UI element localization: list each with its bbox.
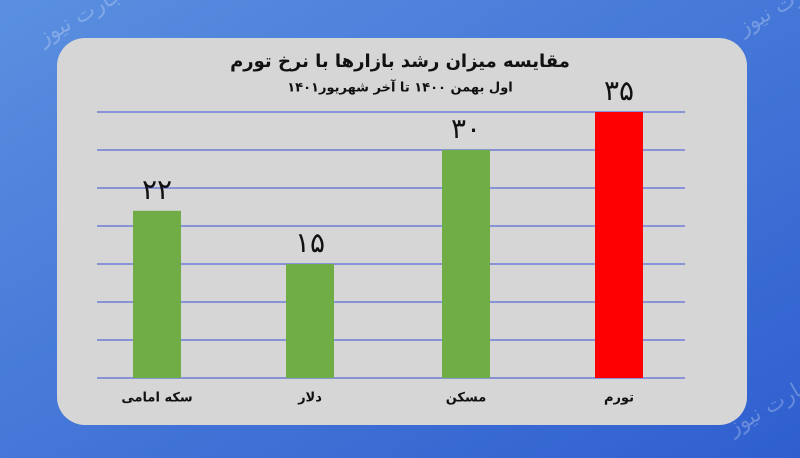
data-label: ۳۰ <box>451 112 481 145</box>
chart-subtitle: اول بهمن ۱۴۰۰ تا آخر شهریور۱۴۰۱ <box>287 79 512 96</box>
data-label: ۱۵ <box>295 226 325 259</box>
bar <box>286 264 334 378</box>
bar <box>595 112 643 378</box>
x-tick-label: تورم <box>604 391 634 406</box>
data-label: ۳۵ <box>604 74 634 107</box>
bar <box>442 150 490 378</box>
chart-title: مقایسه میزان رشد بازارها با نرخ تورم <box>230 51 570 72</box>
bar <box>133 210 181 378</box>
data-label: ۲۲ <box>142 173 172 206</box>
x-tick-label: سکه امامی <box>121 391 192 406</box>
x-tick-label: دلار <box>297 391 322 406</box>
panel <box>57 38 747 425</box>
x-tick-label: مسکن <box>446 391 487 406</box>
